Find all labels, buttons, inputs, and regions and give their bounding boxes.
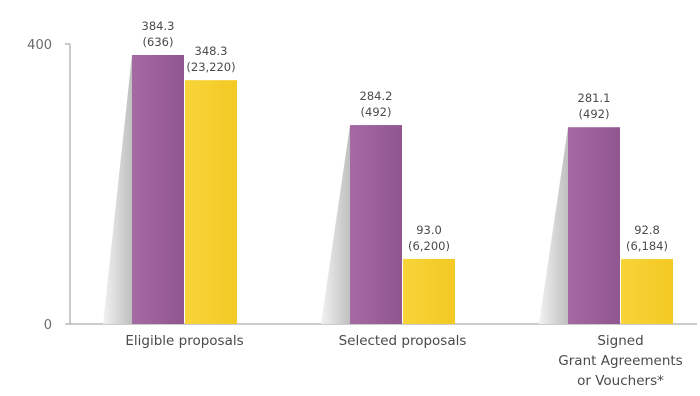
data-label: (6,200) [408, 239, 450, 253]
y-tick-label: 0 [44, 318, 52, 333]
bar-shadows [103, 54, 568, 325]
data-label: (492) [361, 105, 392, 119]
bar [403, 258, 455, 324]
data-label: 92.8 [634, 223, 660, 237]
data-label: 284.2 [360, 89, 393, 103]
data-label: 281.1 [578, 91, 611, 105]
bar-shadow [321, 125, 350, 324]
data-labels: 384.3 (636) 348.3 (23,220) 284.2 (492) 93.0 (6,… [142, 19, 668, 253]
category-label: Eligible proposals [125, 333, 243, 349]
data-label: 384.3 [142, 19, 175, 33]
category-label: Grant Agreements [558, 353, 682, 369]
data-label: (636) [143, 35, 174, 49]
category-labels: Eligible proposals Selected proposals Sign… [125, 333, 682, 389]
bar [185, 80, 237, 324]
data-label: 93.0 [416, 223, 442, 237]
category-label: or Vouchers* [577, 373, 664, 389]
bar [350, 125, 402, 324]
data-label: (23,220) [186, 60, 235, 74]
category-label: Signed [597, 333, 643, 349]
bar [568, 127, 620, 324]
bar [132, 54, 184, 325]
bars [132, 54, 673, 325]
bar-shadow [539, 127, 568, 324]
data-label: (6,184) [626, 239, 668, 253]
y-tick-label: 400 [27, 38, 52, 53]
bar [621, 259, 673, 324]
bar-shadow [103, 54, 132, 325]
category-label: Selected proposals [339, 333, 467, 349]
data-label: 348.3 [195, 44, 228, 58]
data-label: (492) [579, 107, 610, 121]
